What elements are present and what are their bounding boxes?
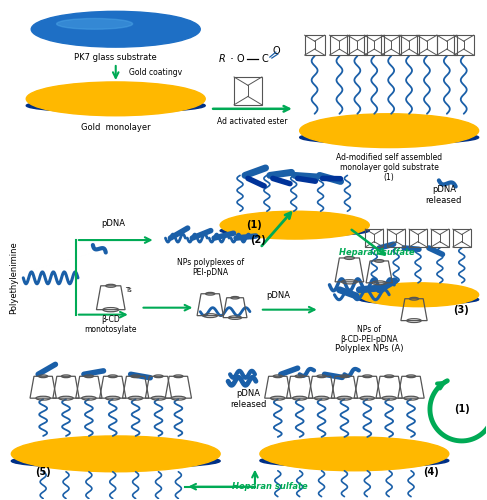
Ellipse shape: [31, 12, 200, 47]
Text: pDNA: pDNA: [266, 290, 290, 300]
Text: pDNA
released: pDNA released: [426, 186, 462, 205]
Text: R: R: [218, 54, 225, 64]
Text: Ad-modified self assembled
monolayer gold substrate
(1): Ad-modified self assembled monolayer gol…: [336, 152, 442, 182]
Text: Polyplex NPs (A): Polyplex NPs (A): [335, 344, 404, 354]
Text: O: O: [236, 54, 244, 64]
Ellipse shape: [300, 130, 479, 144]
Text: Ad activated ester: Ad activated ester: [217, 116, 287, 126]
Text: (5): (5): [35, 467, 51, 477]
Text: PK7 glass substrate: PK7 glass substrate: [75, 53, 157, 62]
Text: C: C: [262, 54, 268, 64]
Ellipse shape: [220, 225, 369, 236]
Ellipse shape: [26, 99, 205, 112]
Ellipse shape: [260, 437, 449, 471]
Ellipse shape: [220, 211, 369, 239]
Text: NPs of
β-CD-PEI-pDNA: NPs of β-CD-PEI-pDNA: [340, 324, 398, 344]
Text: Polyethylenimine: Polyethylenimine: [9, 242, 18, 314]
Text: β-CD
monotosylate: β-CD monotosylate: [85, 314, 137, 334]
Ellipse shape: [359, 283, 479, 306]
Text: (4): (4): [423, 467, 439, 477]
Text: Ts: Ts: [125, 287, 131, 293]
Ellipse shape: [56, 18, 132, 29]
Text: (1): (1): [454, 404, 469, 414]
Text: (3): (3): [453, 304, 468, 314]
Ellipse shape: [26, 82, 205, 116]
Text: (2): (2): [250, 235, 266, 245]
Text: Heparan sulfate: Heparan sulfate: [232, 482, 308, 490]
Text: pDNA
released: pDNA released: [230, 389, 266, 408]
Text: NPs polyplexes of
PEI-pDNA: NPs polyplexes of PEI-pDNA: [177, 258, 244, 278]
Ellipse shape: [359, 295, 479, 304]
Text: Heparan sulfate: Heparan sulfate: [339, 248, 415, 257]
Text: pDNA: pDNA: [102, 219, 126, 228]
Text: ·: ·: [230, 52, 234, 66]
Text: Gold  monolayer: Gold monolayer: [81, 122, 150, 132]
Text: (1): (1): [246, 220, 262, 230]
Ellipse shape: [260, 454, 449, 468]
Text: Gold coatingv: Gold coatingv: [129, 68, 182, 78]
Ellipse shape: [300, 114, 479, 148]
Ellipse shape: [11, 436, 220, 472]
Text: O: O: [273, 46, 281, 56]
Ellipse shape: [11, 454, 220, 468]
